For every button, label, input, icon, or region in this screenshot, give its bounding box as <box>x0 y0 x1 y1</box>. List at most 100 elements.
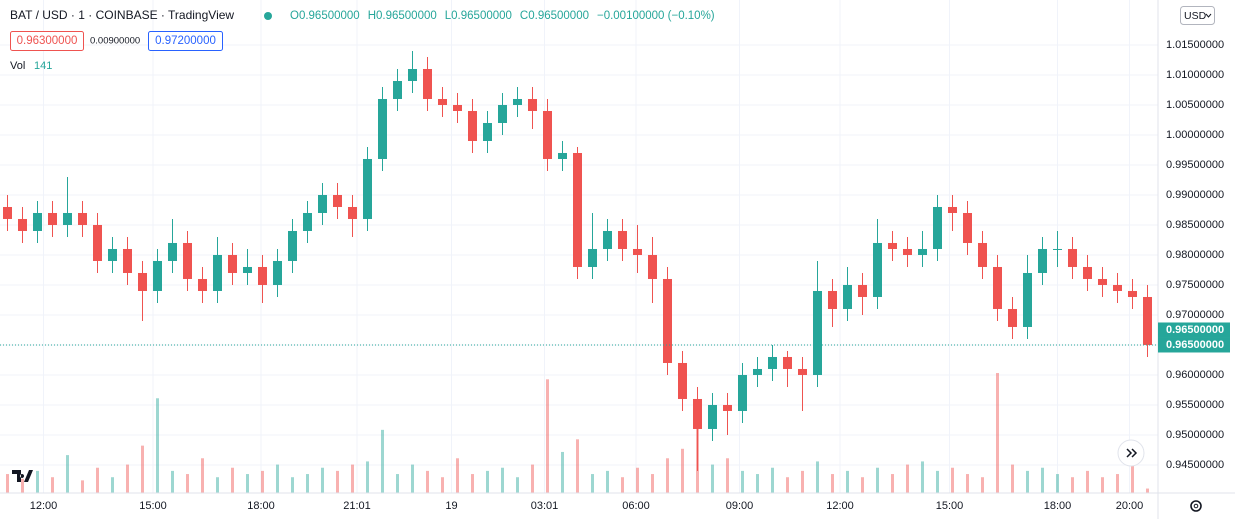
volume-bar <box>216 477 219 493</box>
volume-bar <box>441 477 444 493</box>
y-tick-label: 1.00000000 <box>1166 129 1224 141</box>
y-tick-label: 0.98000000 <box>1166 249 1224 261</box>
candle-body <box>888 242 897 249</box>
volume-bar <box>546 379 549 493</box>
gear[interactable] <box>1190 500 1202 512</box>
tv-logo <box>12 470 33 482</box>
x-tick-label: 06:00 <box>622 500 650 512</box>
volume-bar <box>621 477 624 493</box>
volume-bar <box>306 474 309 493</box>
volume-bar <box>486 470 489 493</box>
candle-body <box>273 260 282 285</box>
candle-body <box>453 104 462 111</box>
volume-bar <box>156 398 159 493</box>
candle-body <box>858 284 867 297</box>
volume-bar <box>6 474 9 493</box>
candle-body <box>1068 248 1077 267</box>
volume-bar <box>381 429 384 493</box>
candle-body <box>753 368 762 375</box>
y-tick-label: 0.96000000 <box>1166 369 1224 381</box>
volume-bar <box>861 477 864 493</box>
volume-bar <box>111 477 114 493</box>
candle-body <box>1128 290 1137 297</box>
volume-bar <box>531 464 534 493</box>
volume-bar <box>351 464 354 493</box>
candle-body <box>1038 248 1047 273</box>
currency-caret[interactable] <box>1205 13 1212 18</box>
volume-layer <box>6 373 1149 493</box>
x-tick-label: 12:00 <box>826 500 854 512</box>
symbol-title: BAT / USD · 1 · COINBASE · TradingView <box>10 8 234 22</box>
scroll-icon[interactable] <box>1126 448 1138 458</box>
candle-body <box>93 224 102 261</box>
candle-body <box>18 218 27 231</box>
volume-bar <box>186 474 189 493</box>
y-tick-label: 1.01500000 <box>1166 39 1224 51</box>
volume-bar <box>936 470 939 493</box>
candle-body <box>498 104 507 123</box>
candle-body <box>303 212 312 231</box>
candle-body <box>3 206 12 219</box>
candle-body <box>903 248 912 255</box>
volume-bar <box>471 474 474 493</box>
candle-body <box>213 254 222 291</box>
candle-body <box>843 284 852 309</box>
candle-body <box>963 212 972 243</box>
volume-bar <box>426 470 429 493</box>
candle-body <box>573 152 582 267</box>
volume-bar <box>1056 474 1059 493</box>
candle-body <box>558 152 567 159</box>
candle-body <box>33 212 42 231</box>
candle-body <box>78 212 87 225</box>
candle-body <box>423 68 432 99</box>
volume-bar <box>1011 464 1014 493</box>
candle-body <box>693 398 702 429</box>
candle-body <box>603 230 612 249</box>
candle-body <box>393 80 402 99</box>
volume-bar <box>201 458 204 493</box>
currency-button[interactable] <box>1180 6 1215 25</box>
volume-bar <box>846 470 849 493</box>
gear-center[interactable] <box>1193 503 1199 509</box>
volume-value: 141 <box>34 60 52 72</box>
candle-body <box>828 290 837 309</box>
candle-body <box>1053 248 1062 250</box>
y-tick-label: 1.01000000 <box>1166 69 1224 81</box>
volume-bar <box>711 464 714 493</box>
volume-bar <box>246 474 249 493</box>
y-tick-label: 0.97000000 <box>1166 309 1224 321</box>
candle-body <box>153 260 162 291</box>
volume-bar <box>96 467 99 493</box>
candle-body <box>648 254 657 279</box>
candle-layer <box>3 50 1152 471</box>
candle-body <box>228 254 237 273</box>
candle-body <box>1143 296 1152 345</box>
volume-bar <box>51 477 54 493</box>
volume-bar <box>1101 477 1104 493</box>
x-tick-label: 20:00 <box>1116 500 1144 512</box>
candle-body <box>168 242 177 261</box>
candle-body <box>528 98 537 111</box>
y-tick-label: 0.97500000 <box>1166 279 1224 291</box>
volume-bar <box>561 451 564 493</box>
candle-body <box>768 356 777 369</box>
x-tick-label: 18:00 <box>247 500 275 512</box>
currency-label[interactable]: USD <box>1184 10 1207 22</box>
volume-bar <box>126 464 129 493</box>
settings-icon[interactable] <box>1190 500 1202 512</box>
volume-bar <box>141 445 144 493</box>
volume-bar <box>66 455 69 493</box>
candle-body <box>933 206 942 249</box>
candle-body <box>408 68 417 81</box>
volume-bar <box>291 477 294 493</box>
ohlc-legend: O0.96500000 H0.96500000 L0.96500000 C0.9650… <box>290 10 715 22</box>
y-tick-label: 0.95500000 <box>1166 399 1224 411</box>
volume-bar <box>636 467 639 493</box>
candle-body <box>288 230 297 261</box>
volume-bar <box>321 467 324 493</box>
candle-body <box>468 110 477 141</box>
candle-body <box>258 266 267 285</box>
volume-bar <box>276 464 279 493</box>
